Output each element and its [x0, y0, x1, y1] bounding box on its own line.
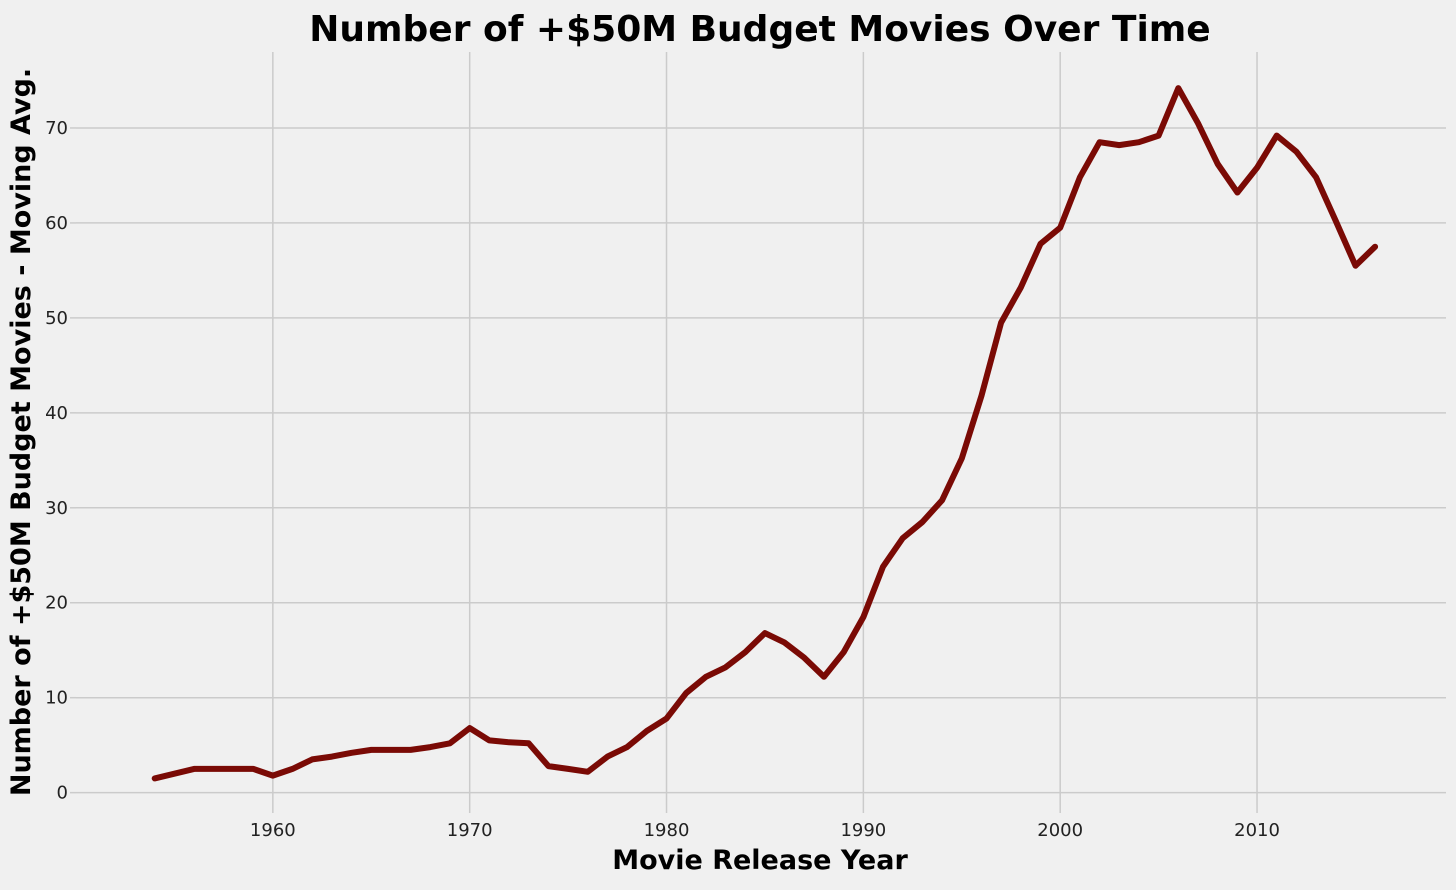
- x-tick-label: 1960: [250, 820, 296, 841]
- x-tick-label: 1970: [447, 820, 493, 841]
- grid-lines: [76, 52, 1446, 805]
- x-tick-label: 1990: [840, 820, 886, 841]
- y-tick-label: 20: [45, 593, 68, 614]
- y-tick-label: 0: [57, 783, 68, 804]
- tick-labels: 1960 1970 1980 1990 2000 2010 0 10 20 30 40 50 60 70: [45, 118, 1280, 841]
- x-tick-label: 1980: [644, 820, 690, 841]
- data-series: [151, 85, 1379, 782]
- y-tick-label: 40: [45, 403, 68, 424]
- series-line: [151, 85, 1379, 782]
- x-axis-label: Movie Release Year: [612, 845, 908, 876]
- y-tick-label: 10: [45, 688, 68, 709]
- y-tick-label: 60: [45, 213, 68, 234]
- chart-title: Number of +$50M Budget Movies Over Time: [309, 9, 1210, 50]
- y-tick-label: 50: [45, 308, 68, 329]
- y-axis-label: Number of +$50M Budget Movies - Moving A…: [6, 68, 37, 796]
- y-tick-label: 70: [45, 118, 68, 139]
- x-tick-label: 2000: [1037, 820, 1083, 841]
- y-tick-label: 30: [45, 498, 68, 519]
- x-tick-label: 2010: [1234, 820, 1280, 841]
